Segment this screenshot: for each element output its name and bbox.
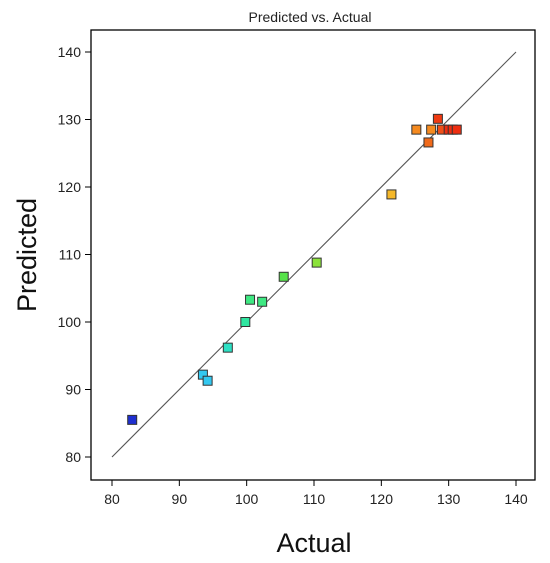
data-point (411, 124, 422, 135)
axis-ticks: 80 90 100 110 120 130 140 80 90 100 110 120 130 140 (58, 44, 528, 507)
x-tick-label: 100 (235, 491, 259, 507)
data-point (426, 124, 437, 135)
x-tick-label: 120 (370, 491, 394, 507)
x-tick-label: 110 (303, 491, 326, 507)
reference-line (111, 51, 517, 458)
y-tick-label: 80 (65, 449, 81, 465)
y-tick-label: 130 (58, 112, 82, 128)
x-tick-label: 140 (504, 491, 528, 507)
x-tick-label: 80 (104, 491, 120, 507)
x-tick-label: 130 (437, 491, 461, 507)
chart-title: Predicted vs. Actual (249, 9, 372, 25)
y-tick-label: 120 (58, 179, 82, 195)
y-tick-label: 140 (58, 44, 82, 60)
y-tick-label: 100 (58, 314, 82, 330)
data-points (127, 113, 462, 425)
data-point (127, 414, 138, 425)
y-tick-label: 110 (59, 247, 82, 263)
data-point (432, 113, 443, 124)
data-point (245, 294, 256, 305)
data-point (222, 342, 233, 353)
data-point (202, 375, 213, 386)
y-axis-label: Predicted (12, 198, 42, 312)
data-point (240, 317, 251, 327)
data-point (386, 189, 397, 200)
data-point (423, 137, 434, 148)
y-tick-label: 90 (65, 382, 81, 398)
data-point (278, 271, 289, 282)
data-point (311, 257, 322, 268)
data-point (451, 124, 462, 135)
data-point (257, 296, 268, 307)
x-axis-label: Actual (276, 528, 351, 558)
x-tick-label: 90 (172, 491, 188, 507)
